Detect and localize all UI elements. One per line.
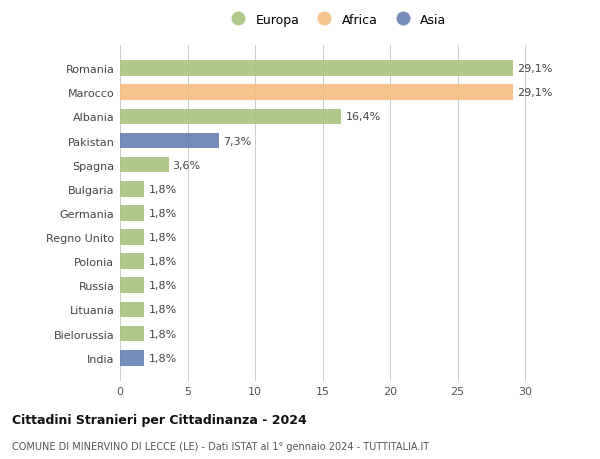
Bar [120,157,169,173]
Text: 1,8%: 1,8% [148,233,176,242]
Bar [120,109,341,125]
Text: COMUNE DI MINERVINO DI LECCE (LE) - Dati ISTAT al 1° gennaio 2024 - TUTTITALIA.I: COMUNE DI MINERVINO DI LECCE (LE) - Dati… [12,441,429,451]
Text: 1,8%: 1,8% [148,353,176,363]
Bar [120,206,145,221]
Bar [120,230,145,246]
Bar [120,278,145,293]
Text: 1,8%: 1,8% [148,185,176,194]
Text: 29,1%: 29,1% [517,88,552,98]
Text: 1,8%: 1,8% [148,305,176,315]
Text: 1,8%: 1,8% [148,329,176,339]
Bar [120,181,145,197]
Text: Cittadini Stranieri per Cittadinanza - 2024: Cittadini Stranieri per Cittadinanza - 2… [12,413,307,426]
Bar [120,134,218,149]
Bar [120,350,145,366]
Text: 3,6%: 3,6% [173,160,201,170]
Text: 7,3%: 7,3% [223,136,251,146]
Bar [120,302,145,318]
Bar [120,61,513,77]
Legend: Europa, Africa, Asia: Europa, Africa, Asia [221,9,452,32]
Text: 1,8%: 1,8% [148,281,176,291]
Bar [120,254,145,269]
Text: 1,8%: 1,8% [148,208,176,218]
Text: 1,8%: 1,8% [148,257,176,267]
Text: 29,1%: 29,1% [517,64,552,74]
Bar [120,85,513,101]
Text: 16,4%: 16,4% [346,112,381,122]
Bar [120,326,145,341]
